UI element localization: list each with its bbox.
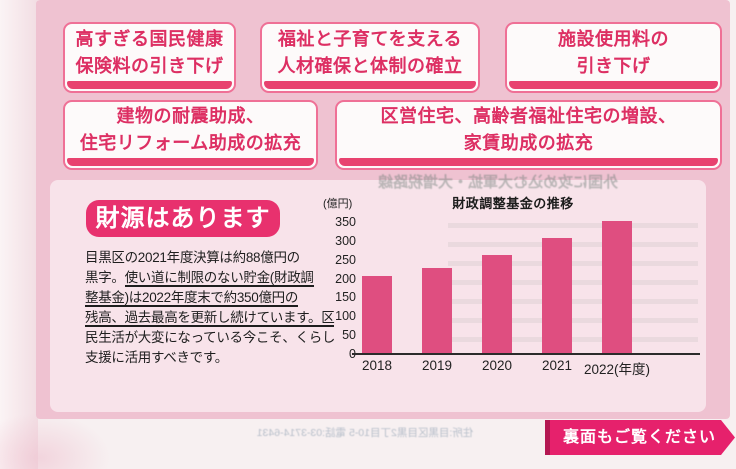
pledge-line: 人材確保と体制の確立	[277, 55, 463, 76]
pledge-box-seismic-subsidy: 建物の耐震助成、 住宅リフォーム助成の拡充	[63, 100, 318, 170]
underlined-segment: 整基金)は2022年度末で約350億円の	[85, 290, 299, 307]
x-label-2018: 2018	[361, 358, 393, 373]
finance-badge: 財源はあります	[86, 200, 280, 237]
paragraph-segment: 支援に活用すべきです。	[85, 350, 228, 365]
paragraph-line: 目黒区の2021年度決算は約88億円の	[85, 248, 341, 268]
x-label-2022: 2022(年度)	[583, 362, 651, 377]
underlined-segment: 残高、過去最高を更新し続けています。区	[85, 310, 335, 327]
paragraph-line: 残高、過去最高を更新し続けています。区	[85, 308, 341, 328]
pledge-line: 家賃助成の拡充	[463, 133, 594, 153]
box-accent-band	[264, 81, 476, 89]
chart-bar-2021	[542, 238, 572, 353]
y-tick-300: 300	[335, 233, 356, 248]
finance-panel: 外国に攻め込む大軍拡・大増税路線 財源はあります 目黒区の2021年度決算は約8…	[50, 174, 706, 412]
chart-bar-2018	[362, 276, 392, 353]
x-label-2021: 2021	[541, 358, 573, 373]
chart-title: 財政調整基金の推移	[452, 196, 574, 211]
paragraph-segment: 民生活が大変になっている今こそ、くらし	[85, 330, 336, 345]
paragraph-segment: 黒字。	[85, 270, 125, 285]
paragraph-line: 民生活が大変になっている今こそ、くらし	[85, 328, 341, 348]
pledge-text: 福祉と子育てを支える 人材確保と体制の確立	[262, 24, 478, 81]
pledge-text: 高すぎる国民健康 保険料の引き下げ	[65, 24, 234, 81]
pledge-box-facility-fees: 施設使用料の 引き下げ	[505, 22, 722, 93]
paragraph-segment: 目黒区の2021年度決算は約88億円の	[85, 250, 300, 265]
underlined-segment: 使い道に制限のない貯金(財政調	[124, 270, 314, 287]
pledge-line: 福祉と子育てを支える	[277, 28, 463, 49]
pledge-line: 住宅リフォーム助成の拡充	[79, 133, 302, 153]
box-accent-band	[67, 81, 232, 89]
x-label-2019: 2019	[421, 358, 453, 373]
box-accent-band	[67, 158, 314, 166]
pledge-line: 保険料の引き下げ	[75, 55, 224, 76]
paragraph-line: 黒字。使い道に制限のない貯金(財政調	[85, 268, 341, 288]
pledge-box-public-housing: 区営住宅、高齢者福祉住宅の増設、 家賃助成の拡充	[335, 100, 722, 170]
pledge-line: 引き下げ	[576, 55, 651, 76]
pledge-box-welfare-staff: 福祉と子育てを支える 人材確保と体制の確立	[260, 22, 480, 93]
y-tick-200: 200	[335, 271, 356, 286]
bleedthrough-headline: 外国に攻め込む大軍拡・大増税路線	[378, 174, 619, 191]
chart-bar-2019	[422, 268, 452, 353]
y-tick-150: 150	[335, 290, 356, 305]
chart-plot	[352, 221, 700, 355]
x-label-2020: 2020	[481, 358, 513, 373]
chart-xaxis: 2018 2019 2020 2021 2022(年度)	[352, 358, 712, 378]
box-accent-band	[509, 81, 718, 89]
y-tick-100: 100	[335, 309, 356, 324]
pledge-line: 区営住宅、高齢者福祉住宅の増設、	[380, 106, 677, 126]
box-accent-band	[339, 158, 718, 166]
pledge-text: 建物の耐震助成、 住宅リフォーム助成の拡充	[65, 102, 316, 158]
bleedthrough-footer: 住所:目黒区目黒2丁目10-5 電話:03-3714-6431	[256, 427, 474, 439]
pledge-text: 区営住宅、高齢者福祉住宅の増設、 家賃助成の拡充	[337, 102, 720, 158]
chart-bar-2020	[482, 255, 512, 353]
y-tick-350: 350	[335, 215, 356, 229]
back-side-ribbon: 裏面もご覧ください	[545, 420, 735, 455]
chart-unit-label: (億円)	[323, 198, 353, 210]
pledge-line: 建物の耐震助成、	[116, 106, 265, 126]
y-tick-250: 250	[335, 252, 356, 267]
paragraph-line: 整基金)は2022年度末で約350億円の	[85, 288, 341, 308]
pledge-line: 施設使用料の	[558, 28, 669, 49]
paragraph-line: 支援に活用すべきです。	[85, 348, 341, 368]
finance-paragraph: 目黒区の2021年度決算は約88億円の 黒字。使い道に制限のない貯金(財政調 整…	[85, 248, 341, 368]
pledge-text: 施設使用料の 引き下げ	[507, 24, 720, 81]
chart-bar-2022	[602, 221, 632, 353]
pledge-line: 高すぎる国民健康	[75, 28, 224, 49]
fund-chart: (億円) 財政調整基金の推移 0 50 100 150 200 250 300 350 201…	[323, 190, 713, 395]
y-tick-50: 50	[342, 328, 356, 343]
pledge-box-insurance: 高すぎる国民健康 保険料の引き下げ	[63, 22, 236, 93]
